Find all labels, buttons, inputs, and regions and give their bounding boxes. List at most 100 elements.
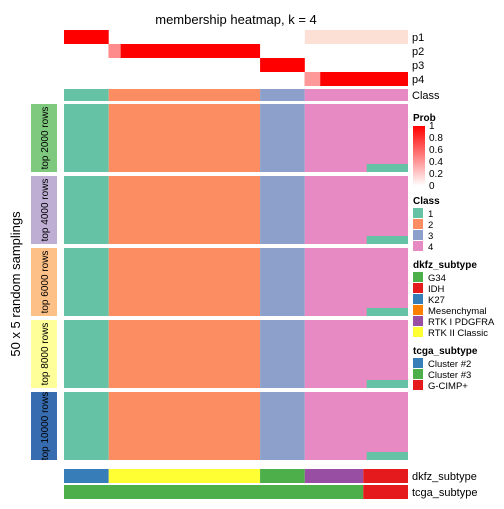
heat-cell-g5-c1 xyxy=(64,392,109,460)
heat-cell-g5-c4 xyxy=(304,392,408,460)
group-color-1 xyxy=(31,104,57,172)
legend-dkfz_subtype-swatch-2 xyxy=(413,283,423,293)
legend-dkfz_subtype-label-3: K27 xyxy=(428,295,445,306)
legend-dkfz_subtype-swatch-3 xyxy=(413,294,423,304)
legend-class-swatch-3 xyxy=(413,230,423,240)
bottom-label-tcga_subtype: tcga_subtype xyxy=(412,487,477,499)
legend-tcga_subtype-title: tcga_subtype xyxy=(413,346,478,357)
legend-prob-tick-0: 1 xyxy=(429,121,435,132)
prob-label-p2: p2 xyxy=(412,46,424,58)
legend-tcga_subtype-label-1: Cluster #2 xyxy=(428,359,471,370)
heat-cell-g3-c3 xyxy=(260,248,305,316)
heat-cell-g2-c1 xyxy=(64,176,109,244)
legend-prob-tick-4: 0.2 xyxy=(429,169,443,180)
dkfz-seg-3 xyxy=(260,469,305,483)
legend-dkfz_subtype-label-6: RTK II Classic xyxy=(428,328,488,339)
heat-cell-g2-c4 xyxy=(304,176,408,244)
chart-title: membership heatmap, k = 4 xyxy=(155,12,317,27)
bottom-label-dkfz_subtype: dkfz_subtype xyxy=(412,471,477,483)
heat-cell-g1-c4 xyxy=(304,104,408,172)
tcga-seg-2 xyxy=(363,485,408,499)
class-row-label: Class xyxy=(412,90,440,102)
class-seg-1 xyxy=(64,89,109,101)
legend-dkfz_subtype-label-4: Mesenchymal xyxy=(428,306,487,317)
heat-cell-g3-c2 xyxy=(108,248,261,316)
legend-prob-tick-3: 0.4 xyxy=(429,157,443,168)
legend-prob-gradient xyxy=(413,126,425,186)
heat-cell-g1-c1 xyxy=(64,104,109,172)
heat-cell-g2-c3 xyxy=(260,176,305,244)
group-color-4 xyxy=(31,320,57,388)
bottom-annotation-labels: dkfz_subtype tcga_subtype xyxy=(412,471,477,499)
legend-prob-title: Prob xyxy=(413,113,436,124)
dkfz-seg-4 xyxy=(304,469,364,483)
class-annotation-bar xyxy=(64,89,408,101)
prob-block-p2 xyxy=(108,44,261,58)
heat-cell-g4-c3 xyxy=(260,320,305,388)
prob-block-p4 xyxy=(304,72,408,86)
group-label-5: top 10000 rows xyxy=(40,392,51,460)
prob-block-p3 xyxy=(260,58,305,72)
prob-label-p4: p4 xyxy=(412,74,424,86)
heat-cell-g4-c2 xyxy=(108,320,261,388)
prob-soft-p4 xyxy=(304,72,321,86)
legend-class-title: Class xyxy=(413,196,440,207)
group-label-1: top 2000 rows xyxy=(40,107,51,170)
legend-class-label-4: 4 xyxy=(428,242,433,253)
heat-cell-g1-c2 xyxy=(108,104,261,172)
dkfz-seg-5 xyxy=(363,469,408,483)
dkfz-seg-2 xyxy=(108,469,261,483)
legend-prob-tick-5: 0 xyxy=(429,181,435,192)
group-label-3: top 6000 rows xyxy=(40,251,51,314)
legend-dkfz_subtype-swatch-5 xyxy=(413,316,423,326)
prob-soft-p2 xyxy=(108,44,121,58)
legend-class-swatch-2 xyxy=(413,219,423,229)
legend-dkfz_subtype-swatch-6 xyxy=(413,327,423,337)
prob-soft-p1 xyxy=(304,30,408,44)
row-group-labels: top 2000 rows top 4000 rows top 6000 rows t… xyxy=(31,104,57,460)
heat-cell-g5-c3 xyxy=(260,392,305,460)
legend-dkfz_subtype-swatch-1 xyxy=(413,272,423,282)
group-label-2: top 4000 rows xyxy=(40,179,51,242)
heat-patch-g5 xyxy=(366,452,408,460)
legends: Prob10.80.60.40.20Class1234dkfz_subtypeG… xyxy=(413,113,495,392)
prob-label-p1: p1 xyxy=(412,32,424,44)
heat-cell-g3-c4 xyxy=(304,248,408,316)
dkfz-seg-1 xyxy=(64,469,109,483)
heat-patch-g2 xyxy=(366,236,408,244)
probability-heatmap xyxy=(64,30,408,86)
legend-class-label-3: 3 xyxy=(428,231,433,242)
heat-cell-g4-c4 xyxy=(304,320,408,388)
legend-prob-tick-2: 0.6 xyxy=(429,145,443,156)
heat-cell-g3-c1 xyxy=(64,248,109,316)
sampling-heatmap xyxy=(64,104,408,460)
legend-dkfz_subtype-label-5: RTK I PDGFRA xyxy=(428,317,495,328)
legend-tcga_subtype-swatch-1 xyxy=(413,358,423,368)
legend-tcga_subtype-label-2: Cluster #3 xyxy=(428,370,471,381)
class-seg-3 xyxy=(260,89,305,101)
prob-label-p3: p3 xyxy=(412,60,424,72)
group-label-4: top 8000 rows xyxy=(40,323,51,386)
legend-dkfz_subtype-swatch-4 xyxy=(413,305,423,315)
class-seg-2 xyxy=(108,89,261,101)
heat-cell-g2-c2 xyxy=(108,176,261,244)
legend-class-label-2: 2 xyxy=(428,220,433,231)
heat-patch-g4 xyxy=(366,380,408,388)
legend-tcga_subtype-swatch-3 xyxy=(413,380,423,390)
y-axis-title: 50 x 5 random samplings xyxy=(8,211,23,357)
heat-patch-g1 xyxy=(366,164,408,172)
prob-block-p1 xyxy=(64,30,109,44)
heat-cell-g4-c1 xyxy=(64,320,109,388)
group-color-5 xyxy=(31,392,57,460)
legend-dkfz_subtype-label-1: G34 xyxy=(428,273,446,284)
tcga-subtype-bar xyxy=(64,485,408,499)
legend-tcga_subtype-label-3: G-CIMP+ xyxy=(428,381,468,392)
legend-class-swatch-1 xyxy=(413,208,423,218)
dkfz-subtype-bar xyxy=(64,469,408,483)
heat-patch-g3 xyxy=(366,308,408,316)
legend-prob-tick-1: 0.8 xyxy=(429,133,443,144)
legend-tcga_subtype-swatch-2 xyxy=(413,369,423,379)
legend-class-swatch-4 xyxy=(413,241,423,251)
tcga-seg-1 xyxy=(64,485,364,499)
